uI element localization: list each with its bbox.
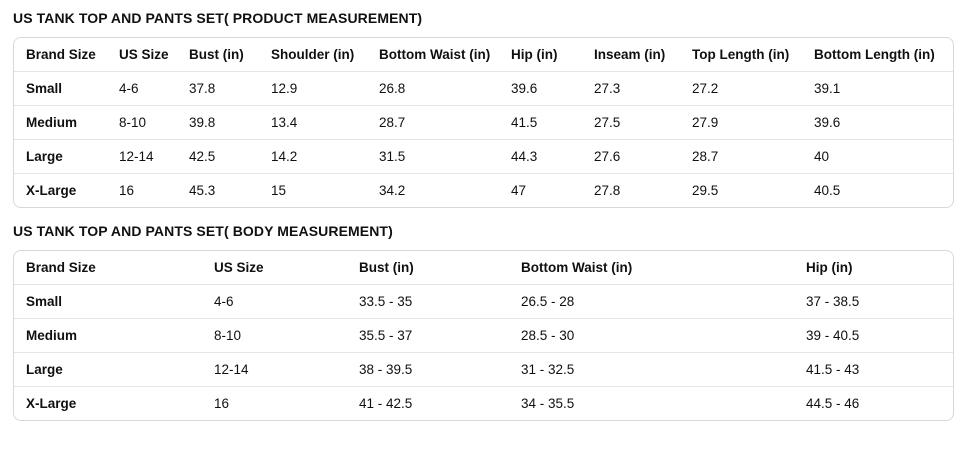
measurement-cell: 41.5 [499,105,582,139]
measurement-cell: 12-14 [202,352,347,386]
table-header-cell: Bottom Waist (in) [521,260,633,275]
measurement-cell: 31.5 [367,139,499,173]
measurement-cell: 8-10 [107,105,177,139]
table-row: Large 12-14 38 - 39.5 31 - 32.5 41.5 - 43 [14,352,953,386]
measurement-cell: 27.5 [582,105,680,139]
measurement-cell: 14.2 [259,139,367,173]
table-header-cell: Bottom Waist (in) [379,47,491,62]
table-row: X-Large 16 41 - 42.5 34 - 35.5 44.5 - 46 [14,386,953,420]
measurement-cell: 26.8 [367,71,499,105]
brand-size-cell: Medium [14,318,202,352]
brand-size-cell: Medium [14,105,107,139]
table-header-row: Brand Size US Size Bust (in) Bottom Waist (… [14,251,953,284]
size-table: Brand Size US Size Bust (in) Shoulder (in) B… [13,37,954,208]
table-header-cell: US Size [119,47,169,62]
table-header-cell: Top Length (in) [692,47,790,62]
measurement-cell: 40.5 [802,173,953,207]
measurement-cell: 34 - 35.5 [509,386,794,420]
measurement-cell: 28.7 [680,139,802,173]
table-row: Medium 8-10 35.5 - 37 28.5 - 30 39 - 40.5 [14,318,953,352]
measurement-cell: 29.5 [680,173,802,207]
measurement-cell: 39.8 [177,105,259,139]
brand-size-cell: Large [14,139,107,173]
measurement-cell: 15 [259,173,367,207]
table-row: Medium 8-10 39.8 13.4 28.7 41.5 27.5 27.9 39.6 [14,105,953,139]
measurement-cell: 47 [499,173,582,207]
measurement-cell: 40 [802,139,953,173]
body-measurement-table: Brand Size US Size Bust (in) Bottom Waist (… [13,250,954,421]
table-header-cell: Hip (in) [511,47,558,62]
body-measurement-section: US TANK TOP AND PANTS SET( BODY MEASUREM… [13,223,954,421]
table-header-cell: Brand Size [26,47,96,62]
measurement-cell: 37.8 [177,71,259,105]
product-measurement-title: US TANK TOP AND PANTS SET( PRODUCT MEASU… [13,10,423,26]
measurement-cell: 34.2 [367,173,499,207]
measurement-cell: 8-10 [202,318,347,352]
table-header-cell: Bust (in) [189,47,244,62]
measurement-cell: 16 [202,386,347,420]
measurement-cell: 41.5 - 43 [794,352,953,386]
measurement-cell: 39.6 [802,105,953,139]
measurement-cell: 28.5 - 30 [509,318,794,352]
measurement-cell: 33.5 - 35 [347,284,509,318]
measurement-cell: 39.6 [499,71,582,105]
measurement-cell: 39.1 [802,71,953,105]
measurement-cell: 13.4 [259,105,367,139]
size-chart-panel: US TANK TOP AND PANTS SET( PRODUCT MEASU… [13,10,954,421]
measurement-cell: 16 [107,173,177,207]
table-header-cell: Shoulder (in) [271,47,355,62]
size-table: Brand Size US Size Bust (in) Bottom Waist (… [13,250,954,421]
table-header-cell: Hip (in) [806,260,853,275]
measurement-cell: 37 - 38.5 [794,284,953,318]
measurement-cell: 4-6 [107,71,177,105]
product-measurement-section: US TANK TOP AND PANTS SET( PRODUCT MEASU… [13,10,954,208]
table-header-cell: US Size [214,260,264,275]
measurement-cell: 27.8 [582,173,680,207]
measurement-cell: 44.3 [499,139,582,173]
table-header-row: Brand Size US Size Bust (in) Shoulder (in) B… [14,38,953,71]
brand-size-cell: X-Large [14,386,202,420]
brand-size-cell: Small [14,71,107,105]
measurement-cell: 35.5 - 37 [347,318,509,352]
measurement-cell: 41 - 42.5 [347,386,509,420]
brand-size-cell: Large [14,352,202,386]
measurement-cell: 28.7 [367,105,499,139]
brand-size-cell: Small [14,284,202,318]
measurement-cell: 12.9 [259,71,367,105]
table-row: Large 12-14 42.5 14.2 31.5 44.3 27.6 28.7 40 [14,139,953,173]
table-header-cell: Bust (in) [359,260,414,275]
measurement-cell: 38 - 39.5 [347,352,509,386]
measurement-cell: 4-6 [202,284,347,318]
table-row: X-Large 16 45.3 15 34.2 47 27.8 29.5 40.5 [14,173,953,207]
measurement-cell: 44.5 - 46 [794,386,953,420]
table-row: Small 4-6 33.5 - 35 26.5 - 28 37 - 38.5 [14,284,953,318]
table-row: Small 4-6 37.8 12.9 26.8 39.6 27.3 27.2 39.1 [14,71,953,105]
body-measurement-title: US TANK TOP AND PANTS SET( BODY MEASUREM… [13,223,393,239]
measurement-cell: 27.3 [582,71,680,105]
measurement-cell: 26.5 - 28 [509,284,794,318]
brand-size-cell: X-Large [14,173,107,207]
measurement-cell: 27.9 [680,105,802,139]
measurement-cell: 27.2 [680,71,802,105]
measurement-cell: 12-14 [107,139,177,173]
table-header-cell: Inseam (in) [594,47,666,62]
product-measurement-table: Brand Size US Size Bust (in) Shoulder (in) B… [13,37,954,208]
table-header-cell: Brand Size [26,260,96,275]
measurement-cell: 42.5 [177,139,259,173]
measurement-cell: 31 - 32.5 [509,352,794,386]
measurement-cell: 39 - 40.5 [794,318,953,352]
measurement-cell: 27.6 [582,139,680,173]
table-header-cell: Bottom Length (in) [814,47,935,62]
measurement-cell: 45.3 [177,173,259,207]
